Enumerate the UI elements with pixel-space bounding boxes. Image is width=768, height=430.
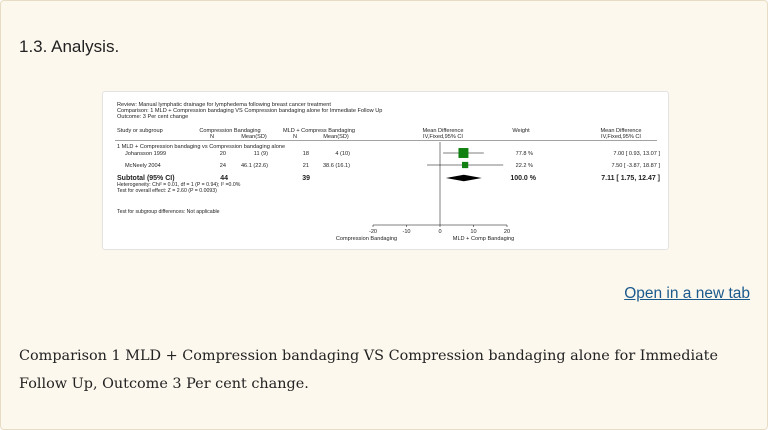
heterogeneity-text: Heterogeneity: Chi² = 0.01, df = 1 (P = …	[117, 182, 241, 188]
study-n2: 18	[303, 151, 309, 157]
study-n1: 20	[220, 151, 226, 157]
open-in-new-tab-link[interactable]: Open in a new tab	[624, 285, 750, 302]
outcome-line: Outcome: 3 Per cent change	[117, 114, 188, 120]
study-ci-text: 7.00 [ 0.93, 13.07 ]	[613, 151, 660, 157]
header-study: Study or subgroup	[117, 128, 163, 134]
header-md-method-right: IV,Fixed,95% CI	[601, 134, 641, 140]
x-axis-tick-label: 20	[504, 229, 510, 235]
header-group1-mean: Mean(SD)	[241, 134, 267, 140]
study-effect-square	[458, 148, 469, 158]
header-group1: Compression Bandaging	[199, 128, 260, 134]
study-weight: 22.2 %	[516, 163, 533, 169]
subtotal-ci-text: 7.11 [ 1.75, 12.47 ]	[601, 175, 660, 182]
subgroup-title: 1 MLD + Compression bandaging vs Compres…	[117, 144, 285, 150]
plot-marks: -20 -10 0 10 20	[369, 142, 510, 235]
forest-plot: Review: Manual lymphatic drainage for ly…	[115, 102, 660, 242]
favours-left-label: Compression Bandaging	[336, 236, 397, 242]
header-md: Mean Difference	[423, 128, 464, 134]
study-mean1: 46.1 (22.6)	[241, 163, 268, 169]
header-group2: MLD + Compress Bandaging	[283, 128, 355, 134]
study-n2: 21	[303, 163, 309, 169]
subtotal-n1: 44	[220, 175, 228, 182]
study-mean1: 11 (9)	[254, 151, 268, 157]
header-md-right: Mean Difference	[601, 128, 642, 134]
study-n1: 24	[220, 163, 226, 169]
header-group1-n: N	[210, 134, 214, 140]
x-axis-tick-label: -20	[369, 229, 377, 235]
subtotal-label: Subtotal (95% CI)	[117, 175, 175, 182]
figure-caption: Comparison 1 MLD + Compression bandaging…	[19, 348, 718, 392]
study-weight: 77.8 %	[516, 151, 533, 157]
analysis-heading: 1.3. Analysis.	[19, 37, 120, 56]
study-effect-square	[462, 161, 469, 169]
header-md-method: IV,Fixed,95% CI	[423, 134, 463, 140]
study-mean2: 4 (10)	[335, 151, 350, 157]
favours-right-label: MLD + Comp Bandaging	[453, 236, 514, 242]
overall-effect-text: Test for overall effect: Z = 2.60 (P = 0…	[117, 188, 217, 194]
study-name: McNeely 2004	[125, 163, 161, 169]
study-ci-text: 7.50 [ -3.87, 18.87 ]	[611, 163, 660, 169]
x-axis-tick-label: -10	[402, 229, 410, 235]
header-group2-mean: Mean(SD)	[323, 134, 349, 140]
subtotal-diamond	[445, 174, 482, 182]
header-group2-n: N	[293, 134, 297, 140]
comparison-line: Comparison: 1 MLD + Compression bandagin…	[117, 108, 382, 114]
study-mean2: 38.6 (16.1)	[323, 163, 350, 169]
forest-plot-figure: Review: Manual lymphatic drainage for ly…	[102, 91, 669, 250]
x-axis-tick-label: 10	[470, 229, 476, 235]
study-name: Johansson 1999	[125, 151, 166, 157]
subtotal-n2: 39	[302, 175, 310, 182]
review-line: Review: Manual lymphatic drainage for ly…	[117, 102, 331, 108]
subtotal-weight: 100.0 %	[510, 175, 536, 182]
subgroup-diff-text: Test for subgroup differences: Not appli…	[117, 209, 220, 215]
x-axis-tick-label: 0	[438, 229, 441, 235]
header-weight: Weight	[512, 128, 530, 134]
